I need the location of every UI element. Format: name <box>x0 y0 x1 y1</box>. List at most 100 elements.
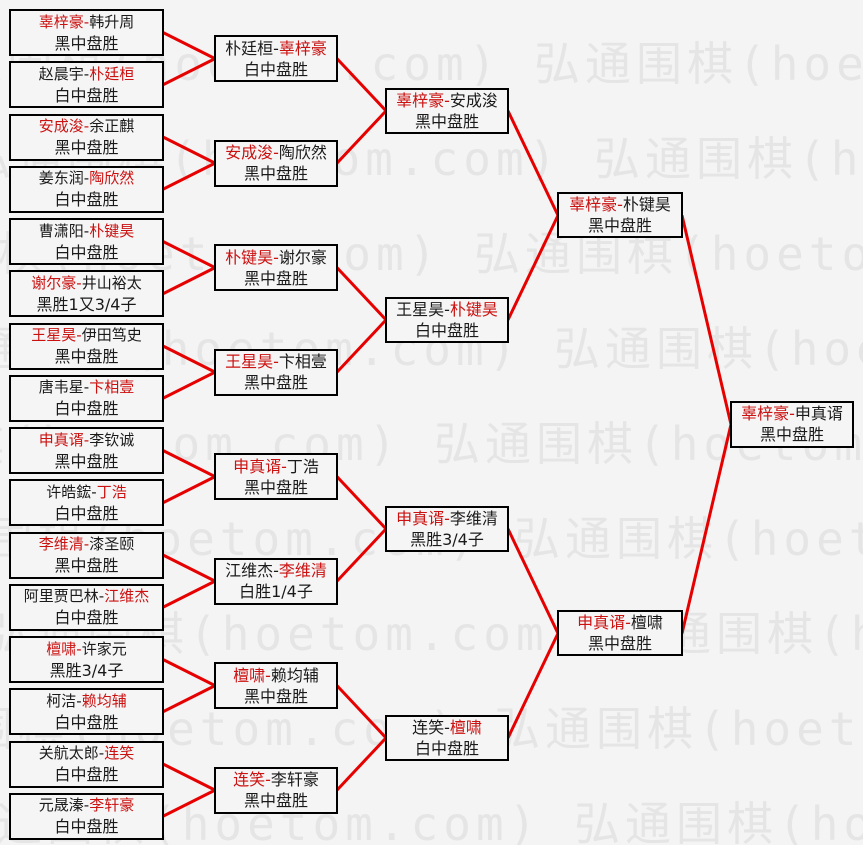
match-result: 黑中盘胜 <box>759 425 824 445</box>
bracket-connector-line <box>162 135 216 165</box>
bracket-connector-line <box>680 424 733 634</box>
match-players: 辜梓豪-申真谞 <box>741 403 843 424</box>
match-box-r2-m2: 安成浚-陶欣然 黑中盘胜 <box>214 139 338 187</box>
match-result: 黑胜1又3/4子 <box>36 294 137 314</box>
player-right: 江维杰 <box>104 587 150 606</box>
bracket-connector-line <box>162 449 216 478</box>
bracket-connector-line <box>506 214 560 321</box>
match-box-r1-m12: 阿里贾巴林-江维杰 白中盘胜 <box>9 583 164 631</box>
player-right: 丁浩 <box>96 482 127 501</box>
player-right: 朴廷桓 <box>89 64 135 83</box>
player-left: 许皓鋐 <box>46 482 92 501</box>
player-separator: - <box>617 195 623 215</box>
player-left: 姜东润 <box>38 169 84 188</box>
player-right: 檀啸 <box>449 717 482 737</box>
player-right: 赖均辅 <box>81 691 127 710</box>
match-box-r2-m5: 申真谞-丁浩 黑中盘胜 <box>214 453 338 501</box>
match-box-r1-m11: 李维清-漆圣颐 黑中盘胜 <box>9 531 164 579</box>
bracket-connector-line <box>162 266 216 296</box>
match-result: 黑中盘胜 <box>54 33 119 53</box>
match-players: 江维杰-李维清 <box>225 560 327 581</box>
match-box-r1-m5: 曹潇阳-朴键昊 白中盘胜 <box>9 218 164 265</box>
player-right: 李轩豪 <box>270 770 319 790</box>
match-result: 黑中盘胜 <box>54 138 119 157</box>
match-box-r3-m2: 王星昊-朴键昊 白中盘胜 <box>385 296 509 343</box>
match-result: 白中盘胜 <box>54 503 119 523</box>
player-separator: - <box>98 587 105 606</box>
bracket-connector-line <box>506 528 560 635</box>
player-separator: - <box>273 352 279 372</box>
player-left: 谢尔豪 <box>31 273 77 292</box>
match-result: 白中盘胜 <box>54 712 119 732</box>
bracket-connector-line <box>162 161 216 191</box>
player-right: 许家元 <box>81 639 127 658</box>
match-result: 黑中盘胜 <box>243 373 308 393</box>
match-result: 白中盘胜 <box>54 85 119 105</box>
match-players: 柯洁-赖均辅 <box>46 691 126 712</box>
match-result: 黑中盘胜 <box>54 556 119 575</box>
match-box-r2-m6: 江维杰-李维清 白胜1/4子 <box>214 557 338 605</box>
match-result: 黑中盘胜 <box>587 634 652 654</box>
player-left: 申真谞 <box>577 613 626 633</box>
bracket-connector-line <box>506 110 560 217</box>
player-left: 辜梓豪 <box>741 404 790 424</box>
match-players: 辜梓豪-韩升周 <box>39 12 134 33</box>
match-players: 朴键昊-谢尔豪 <box>225 247 327 268</box>
bracket-connector-line <box>162 579 216 609</box>
match-players: 谢尔豪-井山裕太 <box>31 273 141 294</box>
match-players: 王星昊-朴键昊 <box>396 299 498 320</box>
player-separator: - <box>83 535 90 553</box>
match-players: 许皓鋐-丁浩 <box>46 482 126 503</box>
player-left: 檀啸 <box>46 639 77 658</box>
bracket-connector-line <box>335 318 388 374</box>
player-left: 檀啸 <box>233 665 266 685</box>
match-players: 唐韦星-卞相壹 <box>39 377 134 398</box>
match-box-r3-m1: 辜梓豪-安成浚 黑中盘胜 <box>385 87 509 134</box>
match-result: 白中盘胜 <box>54 608 119 628</box>
match-result: 白中盘胜 <box>243 59 308 79</box>
match-players: 檀啸-赖均辅 <box>233 665 319 686</box>
player-left: 申真谞 <box>396 508 445 528</box>
player-right: 漆圣颐 <box>89 535 135 553</box>
player-right: 卞相壹 <box>278 352 327 372</box>
match-result: 白中盘胜 <box>54 817 119 837</box>
bracket-connector-line <box>162 57 216 87</box>
match-box-r1-m15: 关航太郎-连笑 白中盘胜 <box>9 740 164 788</box>
match-box-r1-m1: 辜梓豪-韩升周 黑中盘胜 <box>9 9 164 56</box>
match-players: 申真谞-檀啸 <box>577 612 663 633</box>
player-left: 辜梓豪 <box>38 12 84 31</box>
match-players: 连笑-檀啸 <box>412 717 482 738</box>
match-result: 白中盘胜 <box>54 399 119 419</box>
player-separator: - <box>83 64 90 83</box>
match-result: 黑中盘胜 <box>243 791 308 811</box>
match-players: 安成浚-余正麒 <box>39 116 134 137</box>
player-left: 王星昊 <box>396 299 445 319</box>
match-box-r1-m3: 安成浚-余正麒 黑中盘胜 <box>9 113 164 161</box>
player-left: 朴键昊 <box>225 247 274 267</box>
player-separator: - <box>76 273 82 292</box>
player-separator: - <box>789 404 795 424</box>
match-box-r3-m3: 申真谞-李维清 黑胜3/4子 <box>385 505 509 552</box>
player-separator: - <box>265 770 271 790</box>
player-left: 赵晨宇 <box>38 64 84 83</box>
match-result: 白中盘胜 <box>414 320 479 340</box>
match-players: 朴廷桓-辜梓豪 <box>225 38 327 59</box>
player-right: 李钦诚 <box>89 430 135 449</box>
match-players: 李维清-漆圣颐 <box>39 534 134 555</box>
bracket-connector-line <box>162 31 216 60</box>
player-left: 辜梓豪 <box>569 195 618 215</box>
player-right: 伊田笃史 <box>81 326 142 344</box>
match-box-r2-m7: 檀啸-赖均辅 黑中盘胜 <box>214 662 338 710</box>
player-separator: - <box>83 378 90 397</box>
player-left: 唐韦星 <box>38 378 84 397</box>
player-right: 朴键昊 <box>622 195 671 215</box>
match-result: 白中盘胜 <box>54 242 119 262</box>
player-right: 陶欣然 <box>89 169 135 188</box>
player-separator: - <box>76 639 82 658</box>
player-left: 申真谞 <box>233 456 282 476</box>
match-players: 赵晨宇-朴廷桓 <box>39 64 134 85</box>
player-left: 安成浚 <box>38 117 84 135</box>
match-players: 阿里贾巴林-江维杰 <box>24 586 149 607</box>
